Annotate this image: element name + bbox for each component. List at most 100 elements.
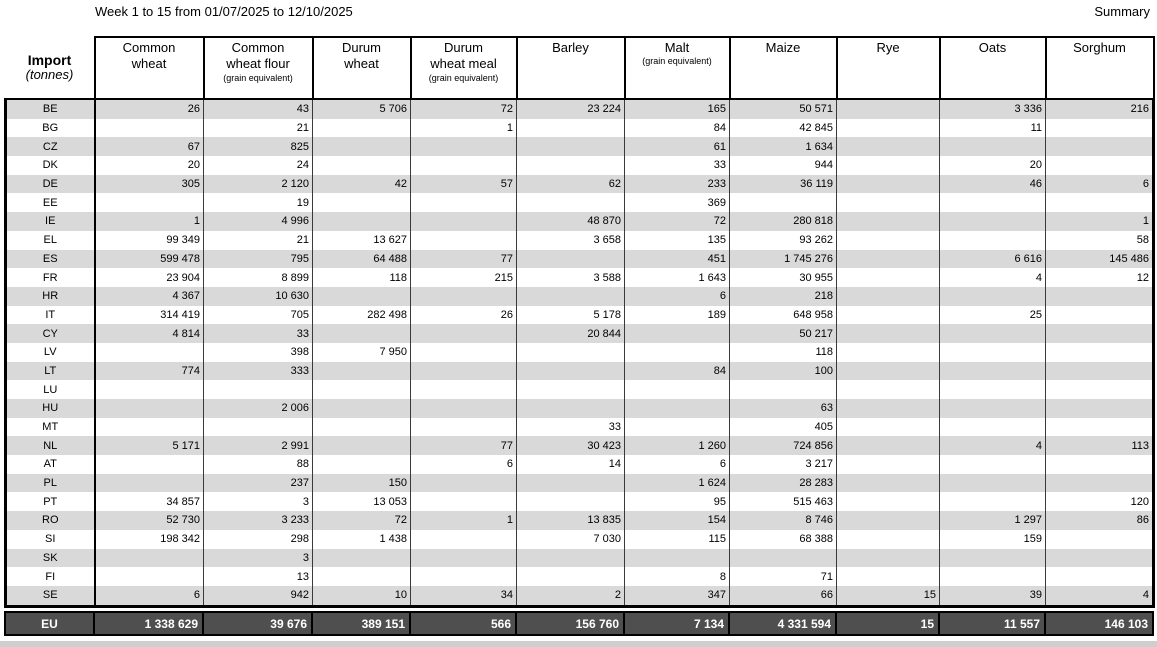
cell: 145 486 <box>1045 249 1155 269</box>
cell: 1 643 <box>624 268 730 287</box>
cell <box>836 417 940 437</box>
cell <box>312 212 411 231</box>
cell <box>94 548 204 568</box>
cell: 20 <box>94 156 204 175</box>
cell: 150 <box>312 473 411 493</box>
eu-total-row: EU 1 338 629 39 676 389 151 566 156 760 7 134 4… <box>4 611 1154 636</box>
cell <box>410 417 517 437</box>
cell: 77 <box>410 436 517 456</box>
cell <box>1045 417 1155 437</box>
cell <box>516 492 625 512</box>
bottom-strip <box>0 641 1157 647</box>
eu-total-cell: 389 151 <box>311 611 411 636</box>
summary-label: Summary <box>1094 4 1150 19</box>
cell <box>1045 399 1155 418</box>
column-header-label: Common <box>231 40 285 55</box>
cell <box>836 342 940 362</box>
cell <box>1045 118 1155 138</box>
cell <box>410 567 517 586</box>
cell: 113 <box>1045 436 1155 456</box>
table-row-el: EL 99 349 21 13 627 3 658 135 93 262 58 <box>4 230 1155 250</box>
cell <box>836 98 940 119</box>
cell: 3 588 <box>516 268 625 287</box>
cell <box>836 399 940 418</box>
table-row-sk: SK 3 <box>4 548 1155 568</box>
report-title: Week 1 to 15 from 01/07/2025 to 12/10/20… <box>95 4 353 19</box>
row-label: PL <box>4 473 96 493</box>
cell: 369 <box>624 193 730 213</box>
eu-total-cell: 1 338 629 <box>93 611 204 636</box>
cell: 3 217 <box>729 455 837 474</box>
cell: 298 <box>203 529 313 549</box>
cell <box>312 118 411 138</box>
row-label: BE <box>4 98 96 119</box>
row-label: IT <box>4 305 96 325</box>
table-row-at: AT 88 6 14 6 3 217 <box>4 455 1155 474</box>
table-row-it: IT 314 419 705 282 498 26 5 178 189 648 958 25 <box>4 305 1155 325</box>
cell: 10 <box>312 585 411 608</box>
cell <box>312 455 411 474</box>
table-row-nl: NL 5 171 2 991 77 30 423 1 260 724 856 4 113 <box>4 436 1155 456</box>
cell <box>1045 548 1155 568</box>
cell: 5 171 <box>94 436 204 456</box>
cell <box>312 156 411 175</box>
cell: 33 <box>203 324 313 343</box>
table-row-lu: LU <box>4 380 1155 399</box>
column-header: Oats <box>938 36 1047 100</box>
cell: 4 <box>939 436 1046 456</box>
cell <box>516 249 625 269</box>
cell: 63 <box>729 399 837 418</box>
cell: 6 <box>624 455 730 474</box>
cell <box>836 361 940 381</box>
cell <box>94 567 204 586</box>
cell: 120 <box>1045 492 1155 512</box>
cell <box>410 193 517 213</box>
row-label: FR <box>4 268 96 287</box>
cell: 6 616 <box>939 249 1046 269</box>
column-header-label: Durum <box>341 40 381 55</box>
cell <box>516 361 625 381</box>
row-label: AT <box>4 455 96 474</box>
table-row-hr: HR 4 367 10 630 6 218 <box>4 286 1155 306</box>
cell <box>312 286 411 306</box>
cell: 71 <box>729 567 837 586</box>
table-row-cz: CZ 67 825 61 1 634 <box>4 137 1155 157</box>
cell <box>836 193 940 213</box>
cell: 21 <box>203 230 313 250</box>
cell <box>939 342 1046 362</box>
cell <box>939 417 1046 437</box>
cell: 2 120 <box>203 174 313 194</box>
cell <box>94 399 204 418</box>
row-label: CZ <box>4 137 96 157</box>
eu-total-cell: 566 <box>409 611 517 636</box>
cell <box>312 361 411 381</box>
cell: 724 856 <box>729 436 837 456</box>
cell <box>94 455 204 474</box>
cell <box>836 212 940 231</box>
cell: 68 388 <box>729 529 837 549</box>
cell <box>939 473 1046 493</box>
cell <box>1045 529 1155 549</box>
cell: 13 627 <box>312 230 411 250</box>
cell: 6 <box>94 585 204 608</box>
cell: 314 419 <box>94 305 204 325</box>
column-header: Common wheat <box>93 36 205 100</box>
cell: 39 <box>939 585 1046 608</box>
cell <box>516 567 625 586</box>
table-row-se: SE 6 942 10 34 2 347 66 15 39 4 <box>4 585 1155 608</box>
cell <box>94 473 204 493</box>
cell: 1 634 <box>729 137 837 157</box>
cell: 72 <box>410 98 517 119</box>
cell: 1 745 276 <box>729 249 837 269</box>
eu-total-cell: 7 134 <box>623 611 730 636</box>
cell <box>836 249 940 269</box>
column-header-label: Barley <box>552 40 589 55</box>
cell <box>94 193 204 213</box>
cell: 95 <box>624 492 730 512</box>
cell: 1 624 <box>624 473 730 493</box>
cell <box>410 212 517 231</box>
cell: 218 <box>729 286 837 306</box>
cell <box>939 455 1046 474</box>
cell: 2 991 <box>203 436 313 456</box>
cell <box>836 286 940 306</box>
